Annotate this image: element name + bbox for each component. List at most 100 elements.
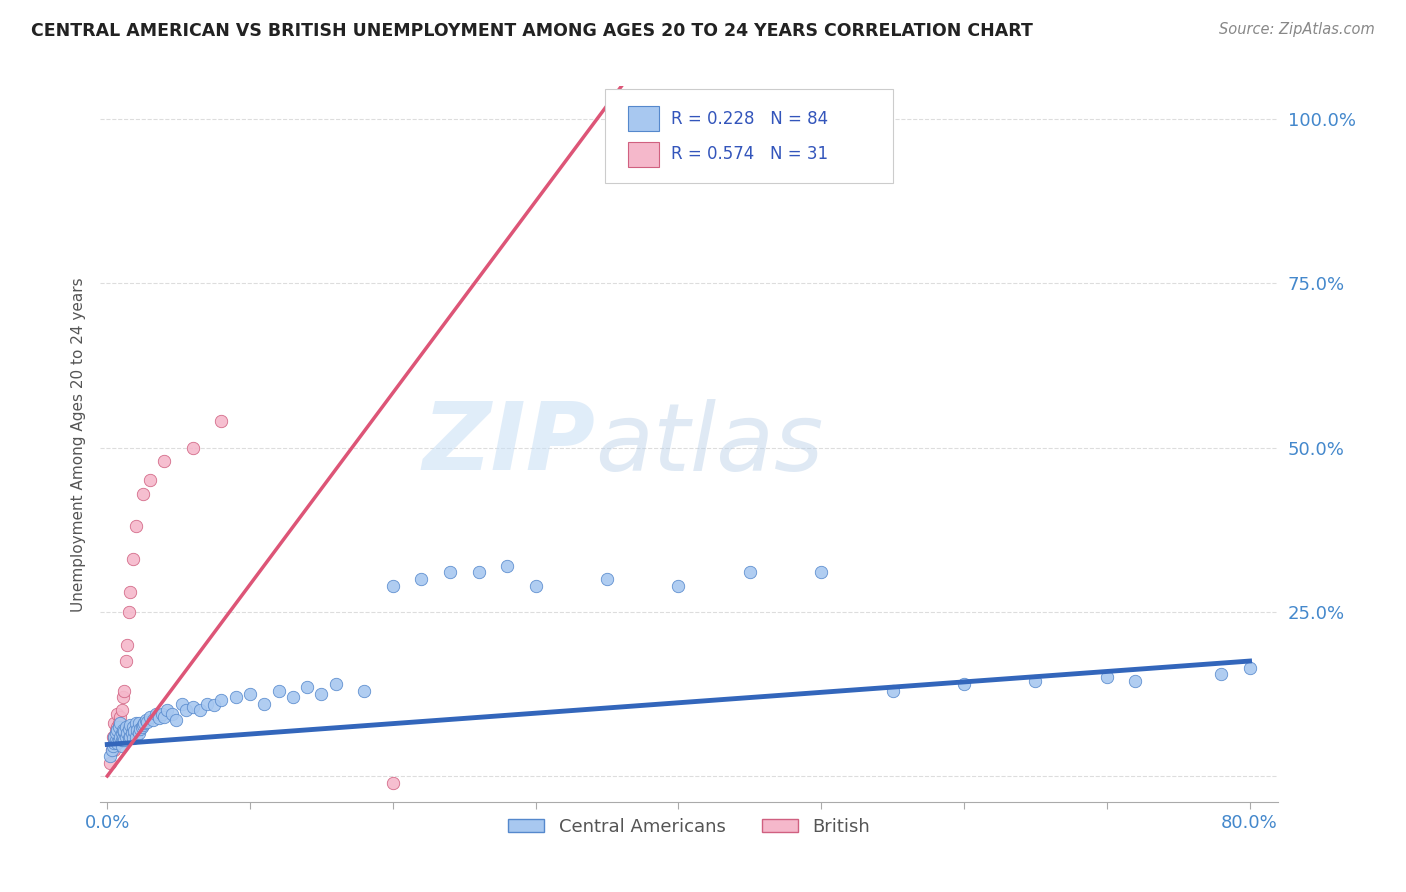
Point: [110, 723, 132, 737]
Point: [107, 732, 129, 747]
Point: [103, 730, 125, 744]
Point: [111, 723, 134, 737]
Point: [118, 731, 141, 745]
Text: R = 0.574   N = 31: R = 0.574 N = 31: [671, 145, 828, 163]
Point: [139, 474, 162, 488]
Point: [128, 716, 150, 731]
Point: [467, 566, 489, 580]
Point: [188, 703, 211, 717]
Point: [112, 724, 135, 739]
Point: [127, 723, 149, 737]
Point: [110, 703, 132, 717]
Point: [325, 677, 347, 691]
Point: [105, 723, 128, 737]
Point: [120, 585, 142, 599]
Text: R = 0.228   N = 84: R = 0.228 N = 84: [671, 110, 828, 128]
Point: [882, 683, 904, 698]
Point: [112, 683, 135, 698]
Point: [114, 654, 136, 668]
Point: [139, 710, 162, 724]
Point: [108, 730, 131, 744]
Text: CENTRAL AMERICAN VS BRITISH UNEMPLOYMENT AMONG AGES 20 TO 24 YEARS CORRELATION C: CENTRAL AMERICAN VS BRITISH UNEMPLOYMENT…: [31, 22, 1033, 40]
Point: [810, 566, 832, 580]
Point: [122, 720, 145, 734]
Point: [120, 730, 142, 744]
Point: [108, 716, 131, 731]
Point: [156, 703, 179, 717]
Point: [101, 730, 124, 744]
Point: [211, 693, 233, 707]
Text: Source: ZipAtlas.com: Source: ZipAtlas.com: [1219, 22, 1375, 37]
Point: [105, 732, 128, 747]
Point: [353, 683, 375, 698]
Text: ZIP: ZIP: [422, 399, 595, 491]
Point: [174, 703, 197, 717]
Point: [181, 441, 204, 455]
Point: [225, 690, 247, 705]
Point: [103, 736, 125, 750]
Point: [110, 726, 132, 740]
Point: [110, 732, 132, 747]
Point: [596, 572, 619, 586]
Point: [1209, 667, 1232, 681]
Point: [104, 723, 127, 737]
Point: [165, 713, 187, 727]
Point: [135, 713, 157, 727]
Point: [1239, 660, 1261, 674]
Point: [267, 683, 290, 698]
Point: [107, 730, 129, 744]
Point: [153, 454, 176, 468]
Point: [104, 736, 127, 750]
Point: [381, 775, 404, 789]
Point: [114, 730, 136, 744]
Point: [103, 742, 125, 756]
Point: [122, 552, 145, 566]
Point: [98, 756, 121, 770]
Point: [104, 726, 127, 740]
Point: [118, 605, 141, 619]
Point: [160, 706, 183, 721]
Point: [100, 742, 122, 756]
Point: [524, 578, 547, 592]
Point: [118, 722, 141, 736]
Point: [128, 726, 150, 740]
Point: [202, 698, 225, 712]
Point: [145, 706, 167, 721]
Point: [114, 720, 136, 734]
Point: [107, 716, 129, 731]
Point: [101, 739, 124, 754]
Legend: Central Americans, British: Central Americans, British: [501, 811, 877, 843]
Point: [195, 697, 218, 711]
Point: [98, 749, 121, 764]
Point: [104, 732, 127, 747]
Point: [124, 724, 146, 739]
Point: [1095, 671, 1118, 685]
Point: [311, 687, 333, 701]
Point: [105, 706, 128, 721]
Point: [101, 742, 124, 756]
Point: [142, 713, 165, 727]
Point: [125, 519, 148, 533]
Y-axis label: Unemployment Among Ages 20 to 24 years: Unemployment Among Ages 20 to 24 years: [72, 277, 86, 612]
Point: [120, 718, 142, 732]
Point: [132, 718, 155, 732]
Point: [103, 730, 125, 744]
Point: [105, 736, 128, 750]
Point: [117, 638, 139, 652]
Point: [100, 742, 122, 756]
Point: [439, 566, 461, 580]
Point: [411, 572, 433, 586]
Point: [381, 578, 404, 592]
Point: [125, 716, 148, 731]
Point: [105, 720, 128, 734]
Point: [1024, 673, 1046, 688]
Point: [110, 739, 132, 754]
Point: [111, 731, 134, 745]
Point: [108, 710, 131, 724]
Point: [107, 720, 129, 734]
Point: [668, 578, 690, 592]
Text: atlas: atlas: [595, 399, 823, 490]
Point: [1123, 673, 1146, 688]
Point: [496, 558, 519, 573]
Point: [131, 720, 153, 734]
